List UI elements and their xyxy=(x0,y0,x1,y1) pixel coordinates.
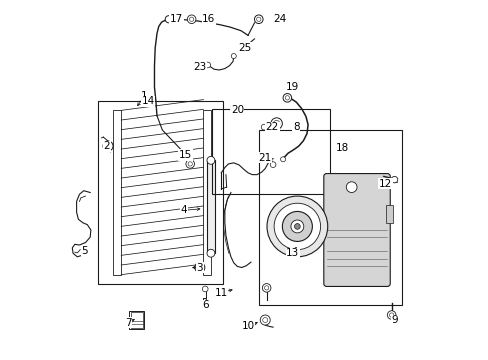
Circle shape xyxy=(274,203,320,249)
Text: 5: 5 xyxy=(81,247,88,256)
Circle shape xyxy=(189,17,193,21)
Text: 25: 25 xyxy=(237,43,251,53)
Bar xyxy=(129,311,144,329)
Text: 19: 19 xyxy=(285,82,299,92)
Text: 10: 10 xyxy=(241,321,254,332)
Circle shape xyxy=(390,176,397,183)
Circle shape xyxy=(290,220,303,233)
Circle shape xyxy=(165,16,172,23)
Circle shape xyxy=(270,118,282,129)
Circle shape xyxy=(254,15,263,23)
Text: 3: 3 xyxy=(196,262,203,273)
Text: 4: 4 xyxy=(180,205,187,215)
Circle shape xyxy=(262,318,267,323)
Text: 22: 22 xyxy=(265,122,279,132)
Circle shape xyxy=(282,211,312,242)
Circle shape xyxy=(261,124,266,130)
Text: 17: 17 xyxy=(170,14,183,23)
Circle shape xyxy=(187,15,196,23)
Circle shape xyxy=(260,315,270,325)
Circle shape xyxy=(194,262,204,273)
Circle shape xyxy=(389,313,393,317)
Circle shape xyxy=(262,284,270,292)
Text: 15: 15 xyxy=(179,150,192,160)
Bar xyxy=(206,160,214,253)
Text: 11: 11 xyxy=(214,288,227,297)
Text: 18: 18 xyxy=(335,143,348,153)
Text: 1: 1 xyxy=(141,91,147,101)
Text: 20: 20 xyxy=(230,105,244,115)
Circle shape xyxy=(273,120,279,127)
Text: 14: 14 xyxy=(141,96,154,107)
Text: 8: 8 xyxy=(292,122,299,132)
Circle shape xyxy=(202,286,207,292)
Circle shape xyxy=(231,54,236,59)
Text: 16: 16 xyxy=(202,14,215,24)
Circle shape xyxy=(285,96,289,100)
Text: 13: 13 xyxy=(285,248,299,258)
Circle shape xyxy=(283,94,291,102)
Text: 21: 21 xyxy=(258,153,271,163)
Circle shape xyxy=(206,249,214,257)
Bar xyxy=(98,102,223,284)
Circle shape xyxy=(266,196,327,257)
Text: 6: 6 xyxy=(202,300,208,310)
Text: 23: 23 xyxy=(193,63,206,72)
Circle shape xyxy=(294,224,300,229)
Bar xyxy=(258,130,401,305)
Circle shape xyxy=(264,286,268,290)
Circle shape xyxy=(197,265,203,270)
Text: 2: 2 xyxy=(103,141,110,151)
Text: 9: 9 xyxy=(390,315,397,325)
Circle shape xyxy=(185,159,194,168)
Text: 12: 12 xyxy=(378,179,391,189)
Circle shape xyxy=(237,46,242,50)
Bar xyxy=(113,111,121,275)
Bar xyxy=(131,312,143,328)
Circle shape xyxy=(204,62,210,68)
Circle shape xyxy=(256,17,261,21)
Bar xyxy=(203,111,211,275)
Circle shape xyxy=(270,162,275,167)
Text: 24: 24 xyxy=(273,14,286,23)
Circle shape xyxy=(346,182,356,193)
Circle shape xyxy=(103,141,113,151)
Text: 7: 7 xyxy=(125,318,131,328)
Bar xyxy=(386,205,393,223)
FancyBboxPatch shape xyxy=(323,174,389,287)
Circle shape xyxy=(188,162,192,166)
Circle shape xyxy=(280,157,285,162)
Bar xyxy=(212,109,329,194)
Circle shape xyxy=(386,311,395,319)
Circle shape xyxy=(206,157,214,164)
